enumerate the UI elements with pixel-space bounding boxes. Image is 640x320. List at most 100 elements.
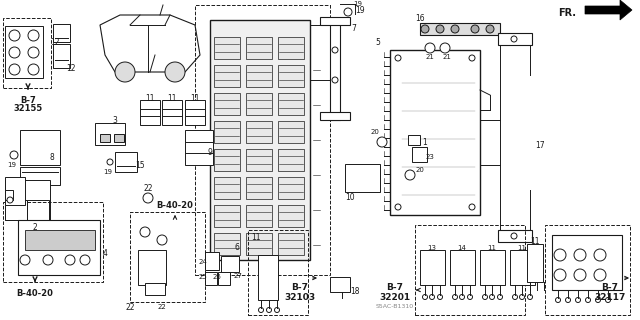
- Text: B-40-20: B-40-20: [17, 289, 53, 298]
- Text: 3: 3: [113, 116, 117, 124]
- Circle shape: [10, 151, 18, 159]
- Bar: [552, 235, 622, 290]
- Bar: [205, 272, 217, 285]
- Bar: [130, 212, 205, 302]
- Text: 18: 18: [350, 287, 360, 297]
- Text: 4: 4: [102, 249, 108, 258]
- Circle shape: [28, 64, 39, 75]
- Text: B-7: B-7: [291, 284, 308, 292]
- Bar: [320, 17, 350, 25]
- Text: 19: 19: [353, 1, 362, 7]
- Text: 21: 21: [443, 54, 451, 60]
- Bar: [278, 177, 304, 199]
- Bar: [3, 18, 51, 88]
- Circle shape: [332, 47, 338, 53]
- Bar: [408, 135, 420, 145]
- Circle shape: [486, 25, 494, 33]
- Bar: [248, 230, 308, 315]
- Bar: [258, 255, 278, 300]
- Bar: [145, 283, 165, 295]
- Circle shape: [9, 64, 20, 75]
- Bar: [214, 205, 240, 227]
- Circle shape: [20, 255, 30, 265]
- Text: 32103: 32103: [284, 293, 316, 302]
- Bar: [25, 230, 95, 250]
- Text: 9: 9: [207, 148, 212, 156]
- Bar: [27, 200, 49, 220]
- Circle shape: [554, 249, 566, 261]
- Bar: [246, 121, 272, 143]
- Text: 16: 16: [415, 13, 425, 22]
- Bar: [95, 123, 125, 145]
- Bar: [5, 177, 25, 205]
- Text: 11: 11: [531, 237, 540, 246]
- Bar: [246, 233, 272, 255]
- Bar: [345, 164, 380, 192]
- Text: 11: 11: [518, 245, 527, 251]
- Bar: [450, 250, 475, 285]
- Bar: [218, 272, 230, 285]
- Bar: [246, 205, 272, 227]
- Circle shape: [436, 25, 444, 33]
- Circle shape: [594, 269, 606, 281]
- Circle shape: [421, 25, 429, 33]
- Polygon shape: [585, 0, 632, 20]
- Circle shape: [28, 30, 39, 41]
- Bar: [278, 93, 304, 115]
- Bar: [214, 93, 240, 115]
- Bar: [415, 225, 525, 315]
- Text: S5AC-B1310: S5AC-B1310: [376, 305, 414, 309]
- Bar: [246, 177, 272, 199]
- Text: 20: 20: [415, 167, 424, 173]
- Bar: [480, 250, 505, 285]
- Bar: [246, 65, 272, 87]
- Bar: [420, 250, 445, 285]
- Circle shape: [574, 269, 586, 281]
- Circle shape: [165, 62, 185, 82]
- Text: 15: 15: [135, 161, 145, 170]
- Bar: [498, 33, 532, 45]
- Circle shape: [440, 43, 450, 53]
- Text: 20: 20: [371, 129, 380, 135]
- Bar: [527, 244, 543, 282]
- Bar: [214, 37, 240, 59]
- Circle shape: [574, 249, 586, 261]
- Circle shape: [425, 43, 435, 53]
- Text: 11: 11: [167, 93, 177, 102]
- Circle shape: [554, 269, 566, 281]
- Bar: [5, 26, 43, 78]
- Bar: [100, 134, 110, 142]
- Text: B-7: B-7: [387, 284, 403, 292]
- Bar: [205, 252, 219, 270]
- Text: 22: 22: [143, 183, 153, 193]
- Bar: [510, 250, 535, 285]
- Text: 8: 8: [50, 153, 54, 162]
- Bar: [498, 230, 532, 242]
- Text: 19: 19: [355, 5, 365, 14]
- Text: 12: 12: [51, 37, 60, 46]
- Bar: [5, 190, 13, 200]
- Bar: [53, 24, 70, 42]
- Circle shape: [65, 255, 75, 265]
- Circle shape: [157, 235, 167, 245]
- Circle shape: [140, 227, 150, 237]
- Text: 11: 11: [190, 93, 200, 102]
- Circle shape: [143, 193, 153, 203]
- Text: 10: 10: [345, 194, 355, 203]
- Bar: [330, 20, 340, 120]
- Circle shape: [332, 77, 338, 83]
- Bar: [278, 65, 304, 87]
- Circle shape: [115, 62, 135, 82]
- Bar: [138, 250, 166, 285]
- Text: 32117: 32117: [595, 293, 626, 302]
- Text: 25: 25: [198, 274, 207, 280]
- Text: 32155: 32155: [13, 103, 43, 113]
- Bar: [246, 93, 272, 115]
- Circle shape: [9, 47, 20, 58]
- Text: B-7: B-7: [20, 95, 36, 105]
- Bar: [53, 44, 70, 68]
- Text: 1: 1: [422, 138, 428, 147]
- Text: 12: 12: [67, 63, 76, 73]
- Bar: [330, 277, 350, 292]
- Text: 22: 22: [125, 302, 135, 311]
